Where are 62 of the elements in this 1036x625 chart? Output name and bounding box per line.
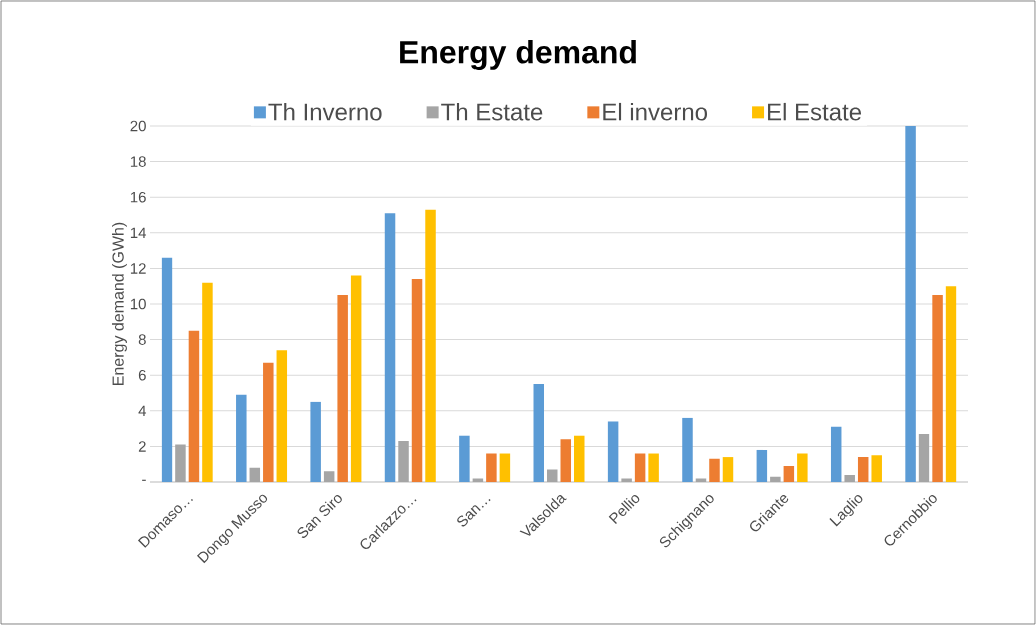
bar <box>202 282 213 482</box>
y-tick-label: - <box>142 479 146 481</box>
y-tick-label: 2 <box>138 441 146 452</box>
bar <box>918 433 930 482</box>
bar <box>398 441 409 482</box>
y-tick-label: 10 <box>130 298 146 310</box>
bar <box>459 435 470 482</box>
bar <box>310 401 321 482</box>
y-tick-label: 12 <box>130 263 146 274</box>
bar <box>830 426 842 482</box>
bar <box>783 465 795 482</box>
bar <box>486 453 497 482</box>
y-tick-label: 14 <box>130 227 147 238</box>
legend-label: El inverno <box>603 102 708 121</box>
legend-label: El Estate <box>768 102 862 121</box>
x-tick-label: San Siro <box>297 495 342 538</box>
bar <box>574 435 585 482</box>
y-tick-label: 4 <box>138 405 147 416</box>
bar <box>634 453 646 482</box>
legend-label: Th Inverno <box>268 102 382 121</box>
bar <box>547 469 558 482</box>
y-tick-label: 20 <box>130 120 146 132</box>
bar <box>756 449 768 482</box>
bar <box>871 455 882 482</box>
bar <box>682 417 693 482</box>
y-axis-title: Energy demand (GWh) <box>112 222 127 385</box>
bar <box>770 476 781 482</box>
bar <box>263 362 274 482</box>
bar <box>188 330 200 482</box>
bar <box>323 471 335 482</box>
bar <box>499 453 511 482</box>
bar <box>905 126 916 482</box>
y-tick-label: 16 <box>130 191 146 203</box>
y-tick-label: 6 <box>138 369 146 381</box>
bar <box>709 458 720 482</box>
bar <box>797 453 808 482</box>
bar <box>276 350 288 482</box>
bar <box>648 453 659 482</box>
bar <box>932 295 943 482</box>
bar <box>844 474 855 482</box>
bar <box>945 286 957 482</box>
y-tick-label: 8 <box>138 334 146 345</box>
chart-title: Energy demand <box>400 40 636 70</box>
bar <box>472 478 484 482</box>
bar <box>621 478 632 482</box>
bar <box>560 439 572 482</box>
legend-label: Th Estate <box>441 102 543 121</box>
bar <box>425 209 436 482</box>
bar <box>384 213 396 482</box>
bar <box>236 394 247 482</box>
bar <box>411 279 423 482</box>
bar <box>607 421 619 482</box>
bar <box>857 457 869 482</box>
bar <box>337 295 348 482</box>
bar <box>695 478 707 482</box>
y-tick-label: 18 <box>130 156 146 167</box>
bar <box>533 384 544 482</box>
bar <box>249 467 261 482</box>
bar <box>175 444 186 482</box>
bar <box>161 257 173 482</box>
bar <box>350 275 362 482</box>
bar <box>722 457 734 482</box>
